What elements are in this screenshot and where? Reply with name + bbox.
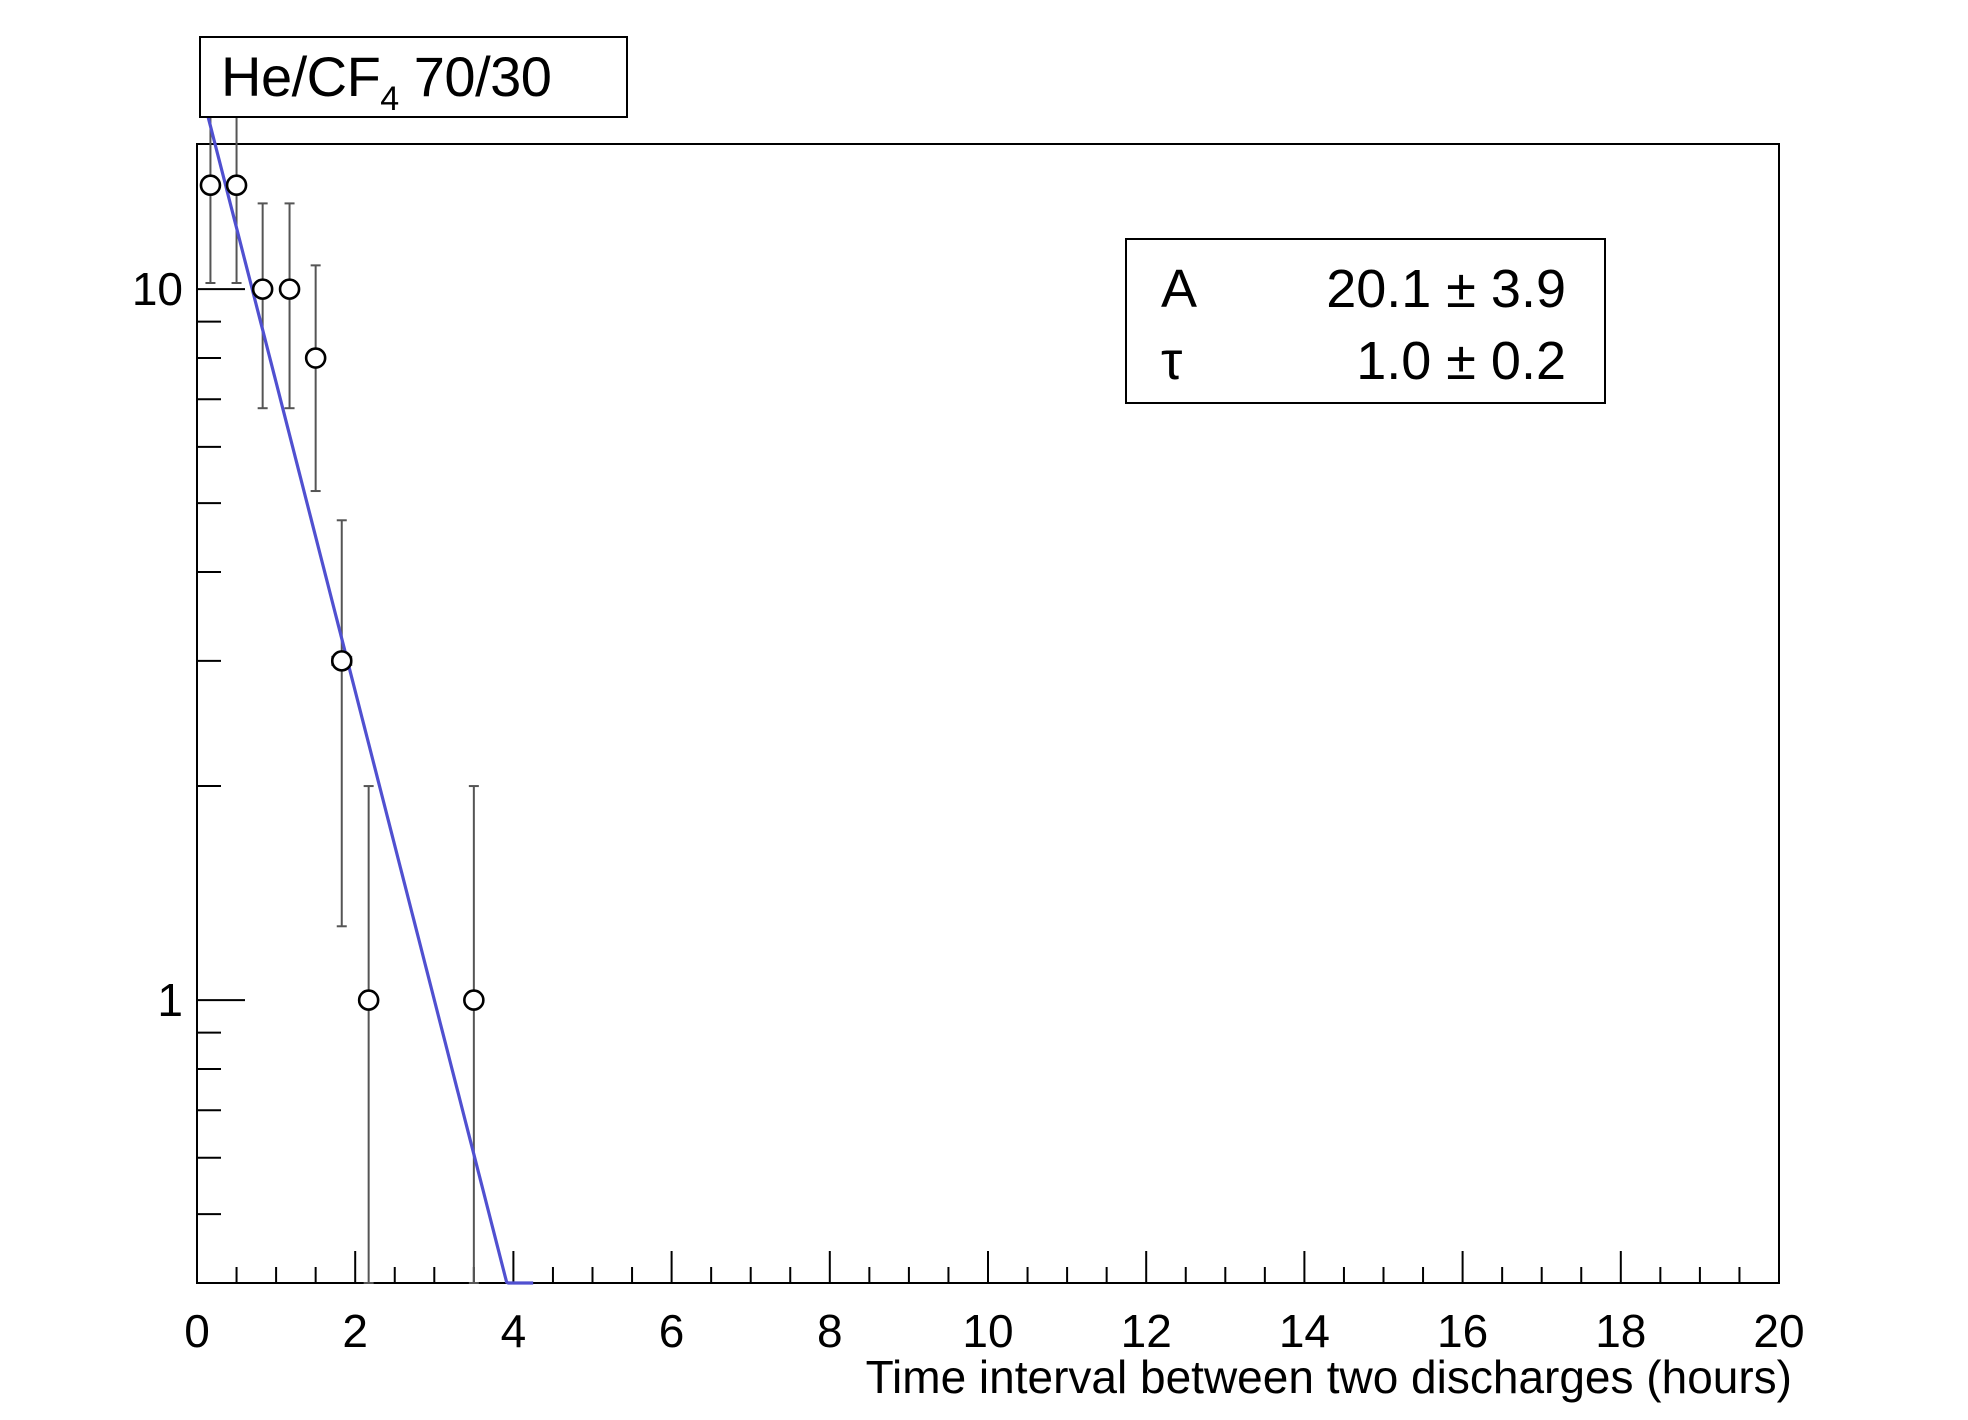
data-point [278,278,301,300]
error-bars [203,110,483,1284]
x-tick-label: 18 [1595,1305,1646,1357]
x-tick-label: 16 [1437,1305,1488,1357]
x-tick-label: 4 [501,1305,527,1357]
fit-param-row: A 20.1 ± 3.9 [1127,258,1604,328]
x-tick-label: 0 [184,1305,210,1357]
data-point [304,347,327,369]
axis-tick-labels: 0 2 4 6 8 10 12 14 16 18 20 1 10 [132,263,1805,1357]
x-tick-label: 2 [342,1305,368,1357]
x-tick-label: 6 [659,1305,685,1357]
data-point [225,174,248,197]
data-point [357,989,380,1011]
fit-param-row: τ 1.0 ± 0.2 [1127,330,1604,400]
fit-param-value: 1.0 ± 0.2 [1356,331,1566,391]
fit-param-value: 20.1 ± 3.9 [1326,259,1566,319]
axis-ticks [196,288,1780,1284]
fit-curve [199,88,534,1285]
data-points [199,174,485,1011]
plot-title: He/CF4 70/30 [221,45,552,118]
y-tick-label: 1 [157,974,183,1026]
fit-parameters-box: A 20.1 ± 3.9 τ 1.0 ± 0.2 [1125,238,1606,404]
data-point [463,989,485,1011]
y-tick-label: 10 [132,263,183,315]
data-point [251,278,274,300]
x-axis-label: Time interval between two discharges (ho… [865,1351,1792,1403]
fit-param-name: τ [1161,331,1183,391]
x-tick-label: 8 [817,1305,843,1357]
x-tick-label: 12 [1121,1305,1172,1357]
x-tick-label: 14 [1279,1305,1330,1357]
fit-param-name: A [1161,259,1198,319]
x-tick-label: 10 [962,1305,1013,1357]
plot-title-box: He/CF4 70/30 [199,36,628,118]
x-tick-label: 20 [1753,1305,1804,1357]
data-point [330,650,353,672]
data-point [199,174,222,197]
